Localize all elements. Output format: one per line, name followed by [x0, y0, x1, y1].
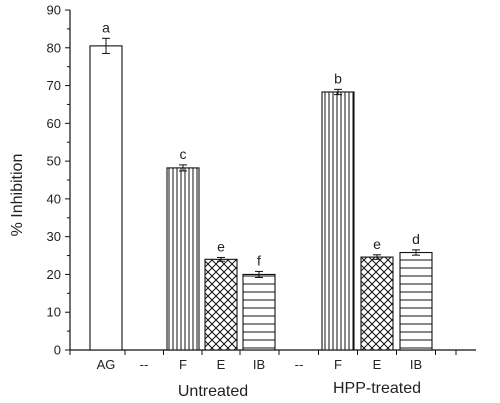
bar — [321, 91, 355, 351]
y-tick-label: 70 — [47, 78, 61, 93]
y-tick-label: 80 — [47, 40, 61, 55]
bar — [204, 258, 238, 351]
y-tick-label: 50 — [47, 154, 61, 169]
significance-letter: d — [412, 231, 420, 247]
y-tick-label: 60 — [47, 116, 61, 131]
x-tick-label: F — [179, 357, 187, 372]
x-tick-label: E — [373, 357, 382, 372]
bar — [399, 251, 433, 351]
y-axis-title: % Inhibition — [9, 154, 26, 237]
bar — [360, 256, 394, 351]
x-tick-label: AG — [97, 357, 116, 372]
bar — [242, 273, 276, 351]
y-tick-label: 30 — [47, 229, 61, 244]
significance-letter: b — [334, 70, 342, 86]
axes: 0 10 20 30 40 50 60 70 80 90 AG -- F E IB -- F E IB — [47, 3, 476, 372]
x-tick-label: E — [217, 357, 226, 372]
y-tick-label: 10 — [47, 305, 61, 320]
significance-letter: c — [180, 146, 187, 162]
y-tick-label: 0 — [54, 343, 61, 358]
y-tick-label: 90 — [47, 3, 61, 18]
significance-letter: a — [102, 19, 110, 35]
x-tick-label: IB — [410, 357, 422, 372]
group-label-hpp-treated: HPP-treated — [333, 380, 421, 397]
bar — [166, 167, 200, 351]
significance-letter: f — [257, 252, 261, 268]
labels-layer: a c e f b e d — [102, 19, 420, 268]
y-tick-label: 20 — [47, 267, 61, 282]
bars-layer — [89, 37, 433, 351]
x-tick-label: IB — [253, 357, 265, 372]
group-label-untreated: Untreated — [178, 383, 248, 400]
x-tick-label: -- — [295, 357, 304, 372]
x-tick-label: -- — [140, 357, 149, 372]
x-tick-label: F — [334, 357, 342, 372]
y-tick-label: 40 — [47, 191, 61, 206]
significance-letter: e — [373, 236, 381, 252]
significance-letter: e — [217, 238, 225, 254]
bar — [89, 45, 123, 351]
